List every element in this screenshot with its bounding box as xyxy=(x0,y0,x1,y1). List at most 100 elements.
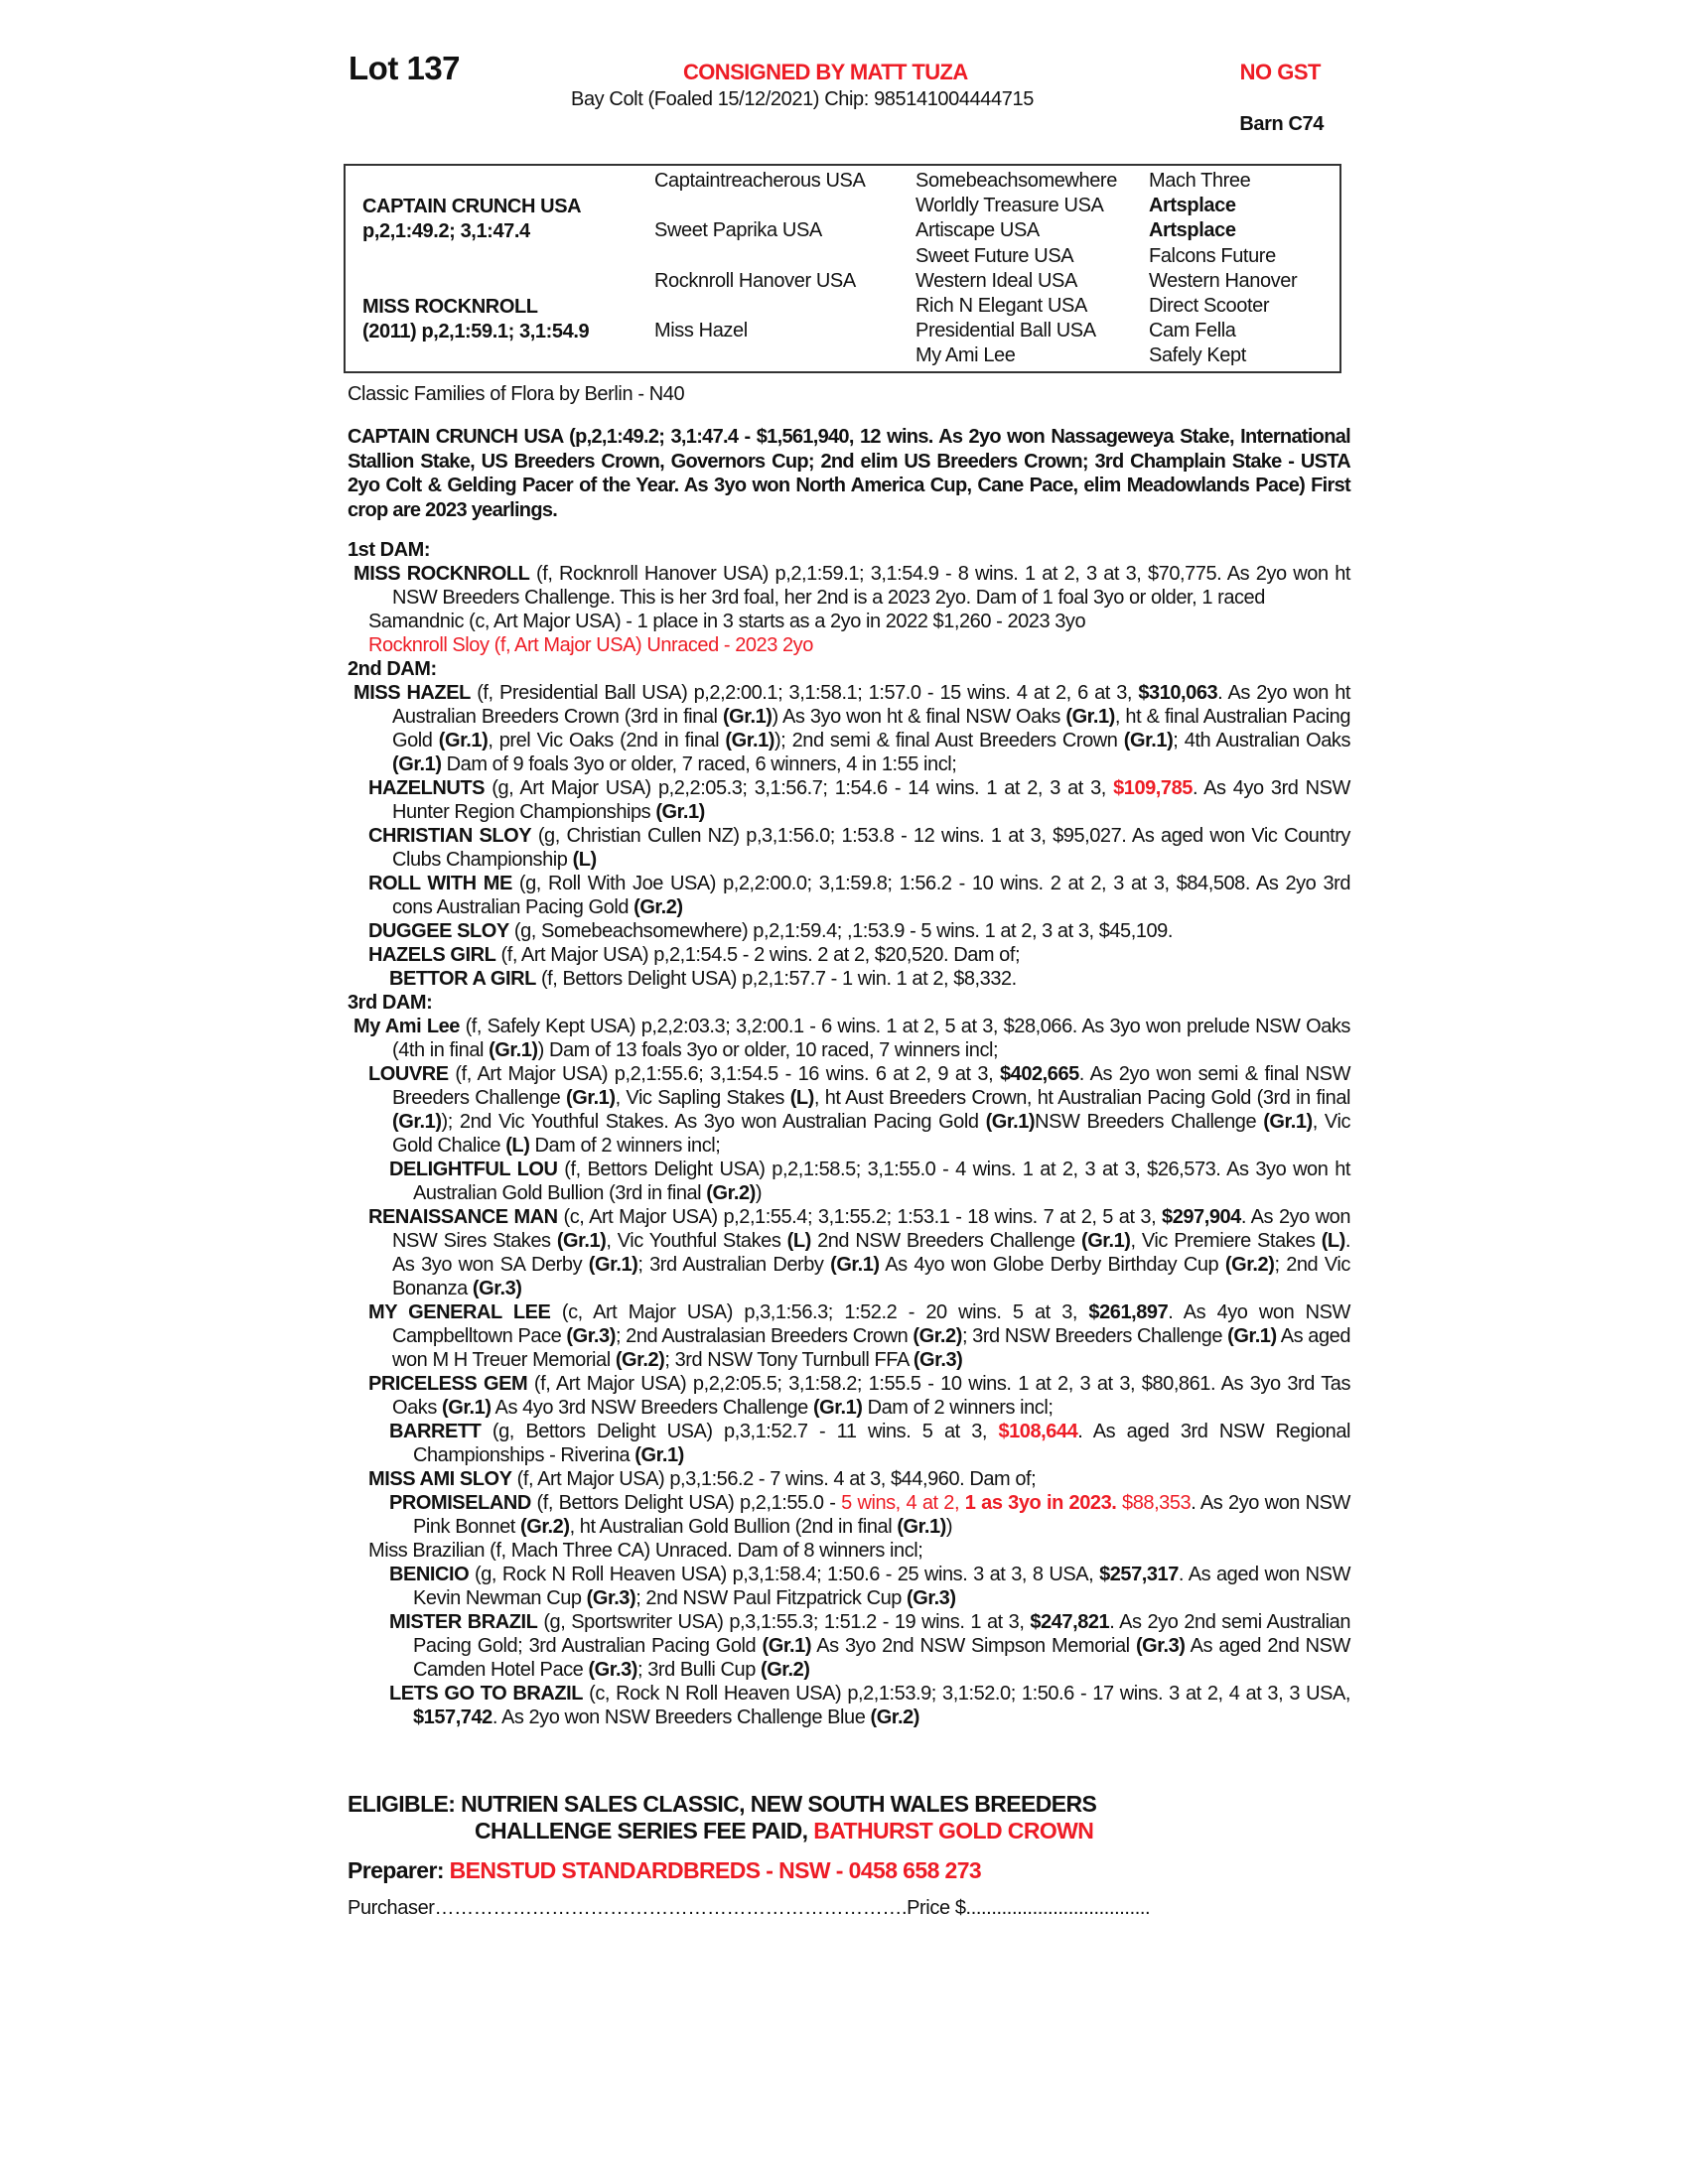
pedigree-entry: DELIGHTFUL LOU (f, Bettors Delight USA) … xyxy=(348,1158,1350,1205)
entry-text: ) As 3yo won ht & final NSW Oaks xyxy=(772,706,1066,728)
entry-bold-text: (Gr.1) xyxy=(725,730,774,751)
preparer-label: Preparer: xyxy=(348,1857,450,1883)
entry-bold-text: (Gr.2) xyxy=(870,1706,920,1728)
pedigree-entry: ROLL WITH ME (g, Roll With Joe USA) p,2,… xyxy=(348,872,1350,919)
entry-bold-text: BETTOR A GIRL xyxy=(389,968,536,990)
pedigree-great-grandparent: Sweet Future USA xyxy=(915,244,1074,267)
entry-text: ; 2nd Australasian Breeders Crown xyxy=(615,1325,914,1347)
entry-text: , ht Australian Gold Bullion (2nd in fin… xyxy=(569,1516,898,1538)
entry-bold-text: $109,785 xyxy=(1113,777,1193,799)
entry-bold-text: (Gr.1) xyxy=(566,1087,616,1109)
entry-bold-text: $297,904 xyxy=(1162,1206,1241,1228)
entry-bold-text: (Gr.1) xyxy=(897,1516,946,1538)
entry-bold-text: (Gr.3) xyxy=(566,1325,616,1347)
entry-bold-text: RENAISSANCE MAN xyxy=(368,1206,558,1228)
horse-description: Bay Colt (Foaled 15/12/2021) Chip: 98514… xyxy=(571,88,1034,110)
entry-text: (f, Presidential Ball USA) p,2,2:00.1; 3… xyxy=(470,682,1139,704)
entry-text: (g, Bettors Delight USA) p,3,1:52.7 - 11… xyxy=(481,1421,999,1442)
entry-bold-text: MISTER BRAZIL xyxy=(389,1611,538,1633)
pedigree-great-grandparent: Worldly Treasure USA xyxy=(915,195,1104,217)
pedigree-grandparent: Captaintreacherous USA xyxy=(654,170,866,192)
entry-bold-text: HAZELNUTS xyxy=(368,777,486,799)
pedigree-entry: RENAISSANCE MAN (c, Art Major USA) p,2,1… xyxy=(348,1205,1350,1300)
pedigree-entry: LETS GO TO BRAZIL (c, Rock N Roll Heaven… xyxy=(348,1682,1350,1729)
entry-bold-text: (Gr.1) xyxy=(762,1635,812,1657)
entry-bold-text: (Gr.1) xyxy=(830,1254,880,1276)
entry-text: (f, Rocknroll Hanover USA) p,2,1:59.1; 3… xyxy=(392,563,1350,609)
pedigree-entry: HAZELNUTS (g, Art Major USA) p,2,2:05.3;… xyxy=(348,776,1350,824)
entry-text: ; 4th Australian Oaks xyxy=(1173,730,1350,751)
dam-entries: 1st DAM: MISS ROCKNROLL (f, Rocknroll Han… xyxy=(348,538,1350,1729)
entry-text: (c, Art Major USA) p,2,1:55.4; 3,1:55.2;… xyxy=(557,1206,1163,1228)
pedigree-entry: PRICELESS GEM (f, Art Major USA) p,2,2:0… xyxy=(348,1372,1350,1420)
pedigree-grandparent: Rocknroll Hanover USA xyxy=(654,269,856,292)
entry-bold-text: (Gr.1) xyxy=(655,801,705,823)
entry-text: ; 3rd Bulli Cup xyxy=(637,1659,761,1681)
pedigree-entry: HAZELS GIRL (f, Art Major USA) p,2,1:54.… xyxy=(348,943,1350,967)
entry-text: . As 2yo won NSW Pink Bonnet xyxy=(413,1492,1350,1538)
entry-text: . As 3yo won SA Derby xyxy=(392,1230,1350,1276)
entry-bold-text: (Gr.3) xyxy=(907,1587,956,1609)
entry-text: . As 2yo won NSW Breeders Challenge Blue xyxy=(492,1706,871,1728)
pedigree-ancestor-sire: Mach Three xyxy=(1149,170,1251,192)
entry-text: Dam of 9 foals 3yo or older, 7 raced, 6 … xyxy=(441,753,957,775)
entry-text: Rocknroll Sloy (f, Art Major USA) Unrace… xyxy=(368,634,813,656)
entry-text: . As aged 3rd NSW Regional Championships… xyxy=(413,1421,1350,1466)
entry-bold-text: (Gr.1) xyxy=(1080,1230,1131,1252)
entry-bold-text: (Gr.2) xyxy=(615,1349,665,1371)
pedigree-ancestor-sire: Direct Scooter xyxy=(1149,295,1270,317)
dam-heading: 2nd DAM: xyxy=(348,657,1350,681)
entry-bold-text: (Gr.1) xyxy=(722,706,773,728)
entry-text: 2nd DAM: xyxy=(348,658,437,680)
entry-text: NSW Breeders Challenge xyxy=(1035,1111,1264,1133)
pedigree-ancestor-sire: Cam Fella xyxy=(1149,320,1236,342)
entry-bold-text: MISS HAZEL xyxy=(353,682,471,704)
family-line: Classic Families of Flora by Berlin - N4… xyxy=(348,383,685,405)
entry-text: (g, Somebeachsomewhere) p,2,1:59.4; ,1:5… xyxy=(508,920,1174,942)
pedigree-ancestor-sire: Artsplace xyxy=(1149,195,1236,217)
pedigree-grandparent: Miss Hazel xyxy=(654,320,748,342)
entry-text: ); 2nd Vic Youthful Stakes. As 3yo won A… xyxy=(441,1111,986,1133)
entry-text: 3rd DAM: xyxy=(348,992,433,1014)
pedigree-entry: LOUVRE (f, Art Major USA) p,2,1:55.6; 3,… xyxy=(348,1062,1350,1158)
entry-text: . As 2yo won NSW Sires Stakes xyxy=(392,1206,1350,1252)
purchaser-price-line: Purchaser……………………………………………………………….Price … xyxy=(348,1897,1151,1919)
eligibility-text: CHALLENGE SERIES FEE PAID, xyxy=(475,1818,814,1843)
eligibility-line-1: ELIGIBLE: NUTRIEN SALES CLASSIC, NEW SOU… xyxy=(348,1791,1097,1817)
entry-bold-text: DELIGHTFUL LOU xyxy=(389,1159,558,1180)
pedigree-entry: MISS ROCKNROLL (f, Rocknroll Hanover USA… xyxy=(348,562,1350,610)
entry-bold-text: (Gr.1) xyxy=(812,1397,863,1419)
entry-text: (f, Art Major USA) p,2,2:05.5; 3,1:58.2;… xyxy=(392,1373,1351,1419)
entry-text: ; 3rd NSW Breeders Challenge xyxy=(961,1325,1228,1347)
entry-bold-text: (Gr.2) xyxy=(1224,1254,1275,1276)
entry-bold-text: BARRETT xyxy=(389,1421,482,1442)
entry-text: (g, Christian Cullen NZ) p,3,1:56.0; 1:5… xyxy=(392,825,1350,871)
entry-text: As 3yo 2nd NSW Simpson Memorial xyxy=(811,1635,1136,1657)
entry-bold-text: (Gr.2) xyxy=(913,1325,962,1347)
pedigree-ancestor-sire: Falcons Future xyxy=(1149,244,1276,267)
entry-text: (f, Bettors Delight USA) p,2,1:55.0 - xyxy=(530,1492,842,1514)
entry-text: , Vic Gold Chalice xyxy=(392,1111,1350,1157)
entry-text: ); 2nd semi & final Aust Breeders Crown xyxy=(774,730,1124,751)
entry-text: . As aged won NSW Kevin Newman Cup xyxy=(413,1564,1350,1609)
entry-bold-text: 1 as 3yo in 2023. xyxy=(964,1492,1117,1514)
entry-text: As aged 2nd NSW Camden Hotel Pace xyxy=(413,1635,1350,1681)
entry-bold-text: PRICELESS GEM xyxy=(368,1373,528,1395)
entry-text: (g, Sportswriter USA) p,3,1:55.3; 1:51.2… xyxy=(537,1611,1031,1633)
entry-text: (f, Art Major USA) p,2,1:55.6; 3,1:54.5 … xyxy=(448,1063,1000,1085)
pedigree-entry: My Ami Lee (f, Safely Kept USA) p,2,2:03… xyxy=(348,1015,1350,1062)
eligibility: ELIGIBLE: NUTRIEN SALES CLASSIC, NEW SOU… xyxy=(348,1791,1097,1844)
pedigree-entry: Samandnic (c, Art Major USA) - 1 place i… xyxy=(348,610,1350,633)
entry-text: 5 wins, 4 at 2, xyxy=(841,1492,965,1514)
entry-bold-text: $402,665 xyxy=(999,1063,1079,1085)
pedigree-great-grandparent: Presidential Ball USA xyxy=(915,320,1096,342)
entry-text: (g, Rock N Roll Heaven USA) p,3,1:58.4; … xyxy=(469,1564,1100,1585)
entry-text: . As 2yo won ht Australian Breeders Crow… xyxy=(392,682,1350,728)
entry-text: 1st DAM: xyxy=(348,539,431,561)
entry-bold-text: HAZELS GIRL xyxy=(368,944,496,966)
entry-text: ; 3rd NSW Tony Turnbull FFA xyxy=(664,1349,914,1371)
entry-text: ; 2nd NSW Paul Fitzpatrick Cup xyxy=(635,1587,908,1609)
entry-bold-text: $310,063 xyxy=(1138,682,1218,704)
entry-text: , Vic Sapling Stakes xyxy=(615,1087,790,1109)
pedigree-entry: MISS HAZEL (f, Presidential Ball USA) p,… xyxy=(348,681,1350,776)
